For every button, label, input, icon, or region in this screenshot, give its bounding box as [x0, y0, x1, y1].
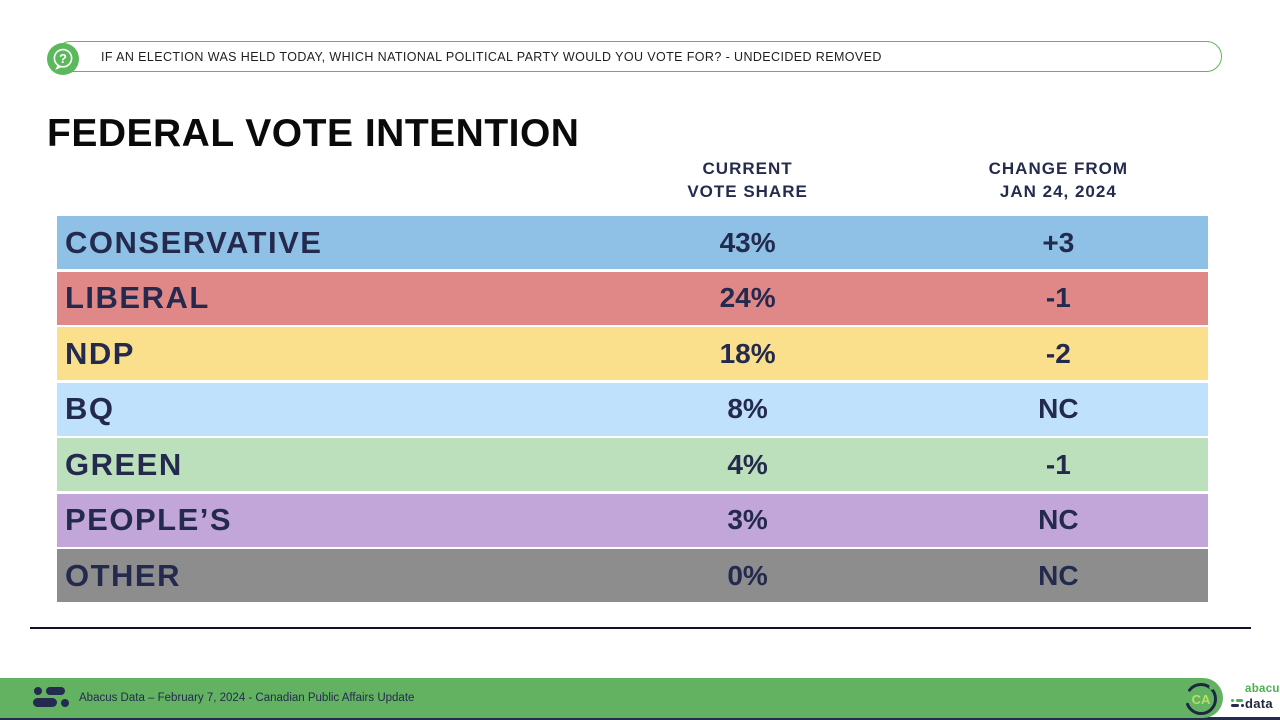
header-current-vote-share: CURRENT VOTE SHARE: [586, 158, 908, 204]
party-cell: NDP: [65, 335, 135, 371]
abacus-icon-dot: [34, 687, 42, 695]
table-row: GREEN 4% -1: [57, 438, 1208, 491]
table-row: CONSERVATIVE 43% +3: [57, 216, 1208, 269]
svg-text:?: ?: [59, 51, 67, 66]
abacus-icon-dot: [61, 699, 69, 707]
change-cell: NC: [1038, 559, 1079, 591]
share-cell: 0%: [727, 559, 768, 591]
table-row: PEOPLE’S 3% NC: [57, 493, 1208, 547]
party-cell: CONSERVATIVE: [65, 224, 323, 260]
change-cell: -1: [1045, 448, 1071, 480]
header-change-from: CHANGE FROM JAN 24, 2024: [909, 158, 1208, 204]
abacus-data-wordmark: abacus data: [1231, 683, 1280, 711]
header-current-line2: VOTE SHARE: [687, 181, 808, 201]
table-row: LIBERAL 24% -1: [57, 271, 1208, 325]
change-cell: NC: [1038, 504, 1079, 535]
footer-caption: Abacus Data – February 7, 2024 - Canadia…: [79, 692, 415, 704]
footer-navy-strip: [0, 717, 1280, 720]
share-cell: 24%: [719, 282, 776, 313]
table-row: BQ 8% NC: [57, 382, 1208, 436]
share-cell: 3%: [727, 504, 768, 535]
divider-line: [30, 627, 1251, 629]
party-cell: OTHER: [65, 557, 181, 593]
change-cell: NC: [1038, 393, 1079, 424]
party-cell: BQ: [65, 391, 115, 426]
wordmark-data: data: [1245, 695, 1273, 711]
party-cell: GREEN: [65, 446, 183, 482]
header-current-line1: CURRENT: [702, 159, 793, 178]
ca-circle-logo: CA: [1185, 683, 1217, 715]
change-cell: +3: [1042, 226, 1075, 258]
abacus-icon-bar: [33, 698, 57, 707]
abacus-icon-bar: [46, 687, 65, 695]
header-change-line1: CHANGE FROM: [988, 159, 1129, 178]
question-bubble-icon: ?: [47, 43, 79, 75]
question-banner: IF AN ELECTION WAS HELD TODAY, WHICH NAT…: [55, 41, 1222, 72]
header-change-line2: JAN 24, 2024: [999, 181, 1117, 201]
share-cell: 18%: [719, 337, 776, 369]
table-headers: CURRENT VOTE SHARE CHANGE FROM JAN 24, 2…: [57, 158, 1208, 204]
vote-table-body: CONSERVATIVE 43% +3 LIBERAL 24% -1 NDP 1…: [57, 216, 1208, 602]
share-cell: 8%: [727, 393, 768, 424]
party-cell: PEOPLE’S: [65, 502, 233, 537]
page-title: FEDERAL VOTE INTENTION: [47, 112, 580, 155]
change-cell: -1: [1045, 282, 1071, 313]
abacus-data-footer-icon: [26, 686, 70, 710]
mini-abacus-icon: [1231, 699, 1244, 707]
change-cell: -2: [1045, 337, 1071, 369]
header-spacer: [57, 158, 586, 204]
wordmark-abacus: abacus: [1245, 683, 1280, 695]
footer-green-bar: [0, 678, 1223, 718]
table-row: NDP 18% -2: [57, 327, 1208, 380]
table-row: OTHER 0% NC: [57, 549, 1208, 602]
question-text: IF AN ELECTION WAS HELD TODAY, WHICH NAT…: [101, 49, 882, 64]
share-cell: 43%: [719, 226, 776, 258]
share-cell: 4%: [727, 448, 768, 480]
party-cell: LIBERAL: [65, 280, 210, 315]
ca-badge-text: CA: [1192, 692, 1211, 707]
